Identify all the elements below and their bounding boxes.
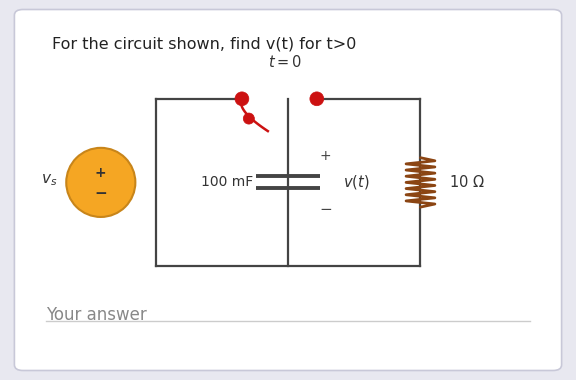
Ellipse shape [66,148,135,217]
Text: $v(t)$: $v(t)$ [343,173,369,191]
Text: Your answer: Your answer [46,306,147,324]
Ellipse shape [235,92,249,106]
Text: +: + [320,149,331,163]
Text: −: − [319,201,332,217]
FancyBboxPatch shape [14,10,562,370]
Text: 10 $\Omega$: 10 $\Omega$ [449,174,485,190]
Ellipse shape [243,113,255,124]
Text: −: − [94,185,107,201]
Text: 100 mF: 100 mF [201,175,253,188]
Text: For the circuit shown, find v(t) for t>0: For the circuit shown, find v(t) for t>0 [52,36,356,51]
Text: +: + [95,166,107,180]
Text: $v_s$: $v_s$ [41,173,58,188]
Ellipse shape [310,92,324,106]
Text: $t = 0$: $t = 0$ [268,54,302,70]
